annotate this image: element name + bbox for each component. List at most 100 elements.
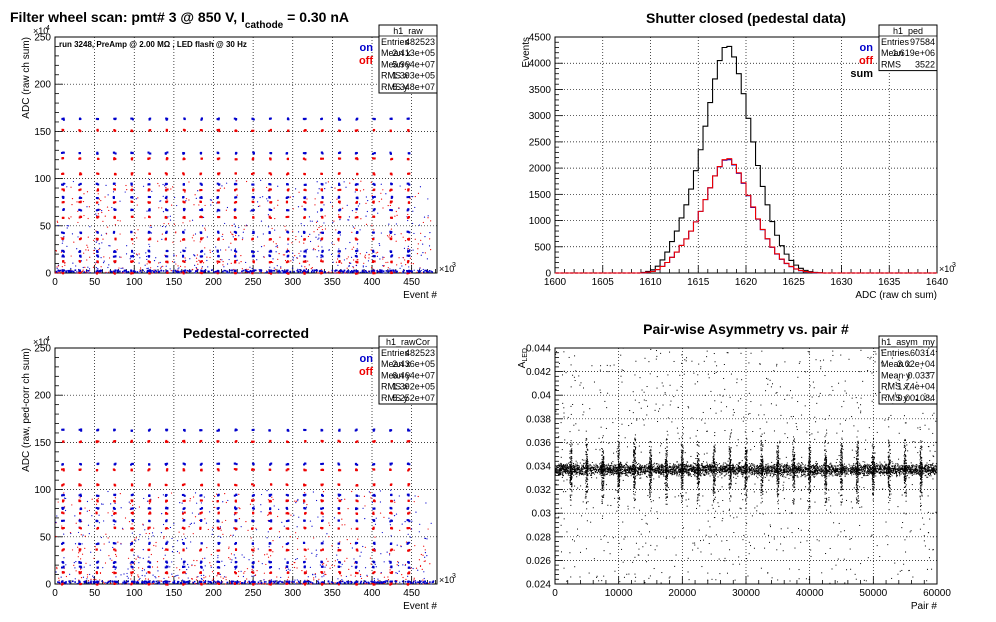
raw-point-baseline: [125, 270, 127, 272]
raw-point: [119, 256, 121, 258]
rawcor-point-baseline: [395, 580, 398, 583]
raw-point-off: [78, 216, 81, 219]
rawcor-point: [297, 498, 299, 501]
raw-point: [355, 252, 358, 255]
rawcor-point-on: [406, 507, 409, 510]
raw-point-on: [130, 151, 133, 154]
rawcor-point-off: [96, 500, 99, 503]
raw-point-on: [97, 117, 100, 120]
raw-point: [386, 235, 389, 237]
raw-point-on: [355, 151, 358, 154]
raw-point-off: [372, 260, 375, 263]
rawcor-point-off: [251, 548, 254, 551]
raw-point-off: [183, 260, 186, 263]
rawcor-point-baseline: [419, 581, 421, 583]
raw-point: [86, 206, 88, 208]
ped-ytick-label: 1500: [529, 190, 552, 201]
rawcor-point-baseline: [69, 581, 72, 584]
raw-point-off: [147, 201, 150, 204]
rawcor-point: [153, 544, 155, 547]
rawcor-point: [327, 560, 329, 562]
rawcor-point-on: [200, 462, 203, 465]
raw-point-on: [112, 255, 115, 258]
raw-point-on: [252, 230, 255, 233]
raw-point-on: [408, 249, 411, 252]
rawcor-point-on: [216, 429, 219, 432]
rawcor-point: [322, 540, 324, 542]
raw-point: [352, 246, 355, 248]
raw-point-off: [252, 157, 255, 160]
raw-point-baseline: [351, 270, 354, 273]
rawcor-point: [148, 532, 151, 535]
raw-point-on: [112, 151, 115, 154]
rawcor-point-on: [182, 462, 185, 465]
rawcor-point-off: [234, 499, 237, 502]
raw-point-baseline: [251, 270, 253, 273]
raw-point: [232, 234, 234, 236]
raw-point: [114, 224, 117, 226]
raw-point: [339, 234, 341, 236]
raw-point: [335, 261, 338, 263]
rawcor-point-baseline: [187, 581, 190, 584]
raw-point-off: [269, 128, 272, 131]
raw-point: [225, 249, 227, 251]
raw-point: [367, 199, 369, 202]
raw-point: [78, 268, 80, 271]
rawcor-point-off: [62, 440, 65, 443]
raw-point-off: [182, 158, 185, 161]
raw-point: [378, 272, 380, 274]
rawcor-point: [210, 565, 212, 567]
rawcor-point: [419, 565, 422, 567]
raw-point: [215, 246, 217, 248]
rawcor-point-on: [286, 494, 289, 497]
raw-point-off: [355, 238, 358, 241]
raw-point-off: [78, 173, 81, 176]
rawcor-point-baseline: [198, 581, 201, 583]
rawcor-point-off: [148, 484, 151, 487]
rawcor-point-on: [165, 493, 168, 496]
raw-point-on: [130, 249, 133, 252]
raw-point-on: [200, 183, 203, 186]
raw-point-on: [78, 208, 81, 211]
raw-point: [149, 224, 152, 227]
raw-point: [260, 179, 262, 181]
raw-point-off: [320, 172, 323, 175]
raw-point-off: [287, 129, 290, 132]
rawcor-point: [100, 536, 103, 539]
rawcor-point: [169, 526, 172, 529]
raw-point: [122, 267, 124, 269]
rawcor-point-on: [165, 520, 168, 523]
raw-point: [199, 241, 201, 243]
rawcor-point-baseline: [341, 580, 344, 583]
rawcor-point-off: [321, 527, 324, 530]
raw-point-off: [233, 261, 236, 264]
raw-point: [348, 272, 350, 274]
rawcor-point-baseline: [308, 580, 311, 583]
raw-point-on: [164, 255, 167, 258]
raw-point-on: [389, 250, 392, 253]
rawcor-point: [296, 526, 298, 528]
raw-point: [62, 240, 64, 242]
rawcor-point: [260, 493, 263, 496]
rawcor-point-on: [61, 566, 64, 569]
rawcor-point-off: [355, 571, 358, 574]
raw-point: [371, 195, 373, 197]
rawcor-point-baseline: [231, 580, 234, 583]
raw-point-on: [235, 118, 238, 121]
raw-point-baseline: [125, 271, 128, 273]
raw-point: [355, 211, 357, 214]
rawcor-point-on: [372, 561, 375, 564]
rawcor-point-baseline: [386, 580, 389, 583]
raw-point: [324, 215, 326, 217]
rawcor-point: [191, 564, 193, 567]
raw-point-on: [61, 183, 64, 186]
rawcor-point: [306, 503, 308, 506]
raw-point-on: [252, 118, 255, 121]
raw-point-baseline: [83, 271, 85, 273]
raw-point: [54, 272, 56, 274]
rawcor-point: [127, 557, 130, 559]
rawcor-point: [63, 492, 65, 494]
raw-point: [169, 215, 171, 217]
rawcor-point: [118, 583, 120, 585]
raw-point: [172, 261, 174, 263]
